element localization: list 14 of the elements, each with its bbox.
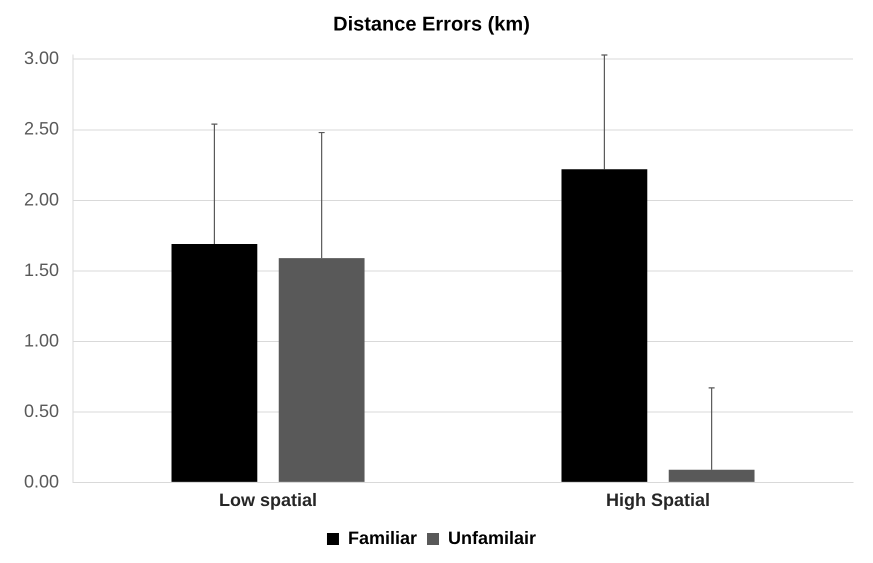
y-tick-label: 1.50 [24, 260, 60, 280]
y-tick-label: 1.00 [24, 330, 60, 350]
x-tick-label: Low spatial [219, 490, 318, 510]
bar [561, 169, 648, 482]
legend-label: Familiar [348, 528, 418, 548]
y-tick-label: 2.00 [24, 189, 60, 210]
y-tick-label: 0.50 [24, 400, 60, 421]
chart-title: Distance Errors (km) [333, 14, 530, 36]
y-tick-label: 3.00 [24, 48, 60, 68]
legend-label: Unfamilair [448, 528, 536, 548]
y-tick-label: 2.50 [24, 118, 60, 139]
bar [172, 244, 258, 482]
x-tick-label: High Spatial [606, 490, 710, 510]
y-tick-label: 0.00 [24, 471, 60, 492]
